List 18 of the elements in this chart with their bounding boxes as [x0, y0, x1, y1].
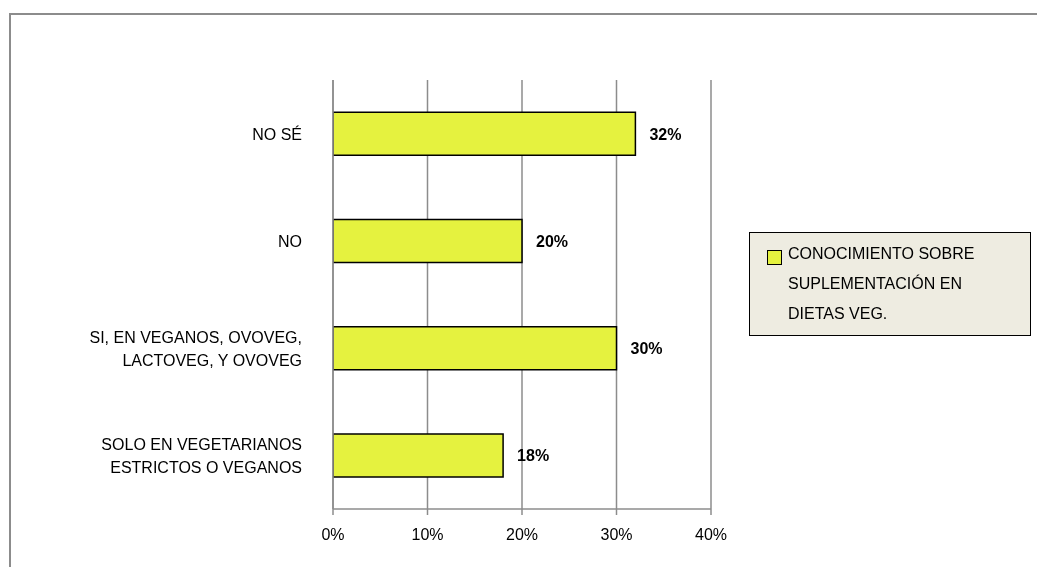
y-tick-label: NO: [278, 232, 302, 250]
x-tick-label: 20%: [505, 526, 539, 544]
y-tick-label: SI, EN VEGANOS, OVOVEG, LACTOVEG, Y OVOVEG: [89, 328, 302, 369]
x-tick-label: 30%: [600, 526, 633, 544]
legend-label: CONOCIMIENTO SOBRE SUPLEMENTACIÓN EN DIETAS VEG.: [788, 244, 976, 324]
y-tick-label: NO SÉ: [252, 124, 302, 143]
data-label: 30%: [630, 339, 663, 357]
x-tick-label: 10%: [411, 526, 444, 544]
y-tick-label: SOLO EN VEGETARIANOS ESTRICTOS O VEGANOS: [101, 435, 302, 476]
data-label: 20%: [536, 232, 569, 250]
x-tick-label: 0%: [321, 526, 345, 544]
bar: [333, 325, 618, 371]
bar: [333, 433, 504, 478]
data-label: 32%: [649, 125, 682, 143]
x-tick-label: 40%: [694, 526, 728, 544]
bar: [333, 218, 523, 264]
bar: [333, 111, 637, 156]
data-label: 18%: [517, 446, 550, 464]
